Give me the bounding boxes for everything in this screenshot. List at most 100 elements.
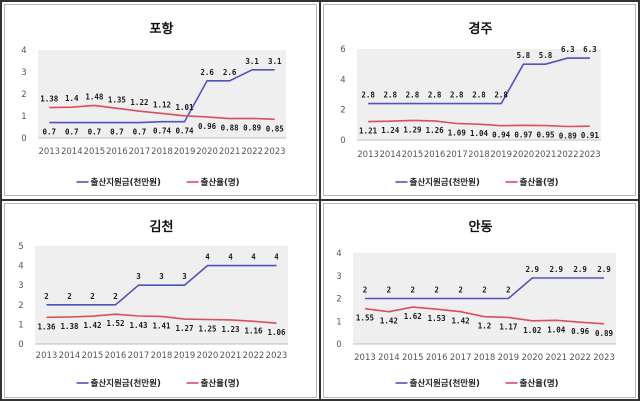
legend-birth-rate-label: 출산율(명) [201,177,240,188]
data-label: 2.6 [223,68,237,77]
data-label: 1.43 [129,321,148,330]
y-tick-label: 3 [18,281,23,291]
data-label: 2.9 [573,265,587,274]
x-tick-label: 2016 [106,147,128,157]
chart-gimcheon: 김천 0 1 2 3 4 5 2013 2014 2015 2016 2017 2018 2019 2020… [18,220,288,389]
x-tick-label: 2023 [593,353,615,363]
data-label: 0.89 [559,132,578,141]
data-label: 0.96 [198,122,217,131]
legend-subsidy-label: 출산지원금(천만원) [410,378,480,389]
data-label: 1.02 [523,326,541,335]
data-label: 3 [136,272,141,281]
data-label: 1.23 [221,325,240,334]
data-label: 1.36 [37,322,56,331]
y-tick-label: 1 [18,320,23,330]
data-label: 0.7 [42,128,56,137]
x-tick-label: 2017 [450,353,472,363]
data-label: 4 [274,253,279,262]
x-tick-label: 2017 [129,147,151,157]
subsidy-line [46,264,277,306]
data-label: 4 [205,253,210,262]
data-label: 2.8 [406,91,420,100]
x-tick-label: 2017 [128,351,150,361]
x-tick-label: 2020 [513,150,535,160]
data-label: 1.26 [426,126,445,135]
data-label: 1.4 [65,94,79,103]
x-tick-label: 2022 [241,147,263,157]
data-label: 2 [387,286,392,295]
legend-birth-rate-label: 출산율(명) [520,378,559,389]
data-label: 2 [411,286,416,295]
data-label: 0.96 [571,327,590,336]
data-label: 0.89 [243,123,262,132]
birth-rate-line [364,306,605,325]
data-label: 1.17 [499,322,517,331]
data-label: 2 [434,286,439,295]
subsidy-line [365,277,604,300]
chart-title: 김천 [150,220,174,235]
data-label: 6.3 [561,45,575,54]
data-label: 1.22 [130,98,148,107]
data-label: 5.8 [517,51,531,60]
data-label: 2.9 [526,265,540,274]
x-tick-label: 2020 [196,147,218,157]
x-tick-label: 2015 [84,147,106,157]
x-tick-label: 2022 [569,353,591,363]
chart-title: 포항 [150,21,174,37]
data-label: 1.01 [176,103,195,112]
y-tick-label: 3 [336,272,341,282]
data-label: 2 [363,286,368,295]
x-tick-label: 2015 [402,353,424,363]
birth-rate-line [49,104,275,121]
x-tick-label: 2016 [424,150,446,160]
data-label: 2 [482,286,487,295]
x-tick-label: 2013 [36,351,58,361]
divider-horizontal [0,199,640,201]
y-tick-label: 4 [21,46,26,56]
x-tick-label: 2016 [105,351,127,361]
data-label: 0.91 [581,131,600,140]
data-label: 1.52 [106,319,124,328]
y-tick-label: 0 [21,134,26,144]
data-label: 1.09 [448,128,467,137]
data-label: 1.42 [380,317,398,326]
y-tick-label: 2 [336,295,341,305]
data-label: 0.94 [492,131,511,140]
data-label: 1.42 [452,317,470,326]
data-label: 2.8 [494,91,508,100]
data-label: 6.3 [583,45,597,54]
data-label: 0.85 [266,124,284,133]
y-tick-label: 4 [336,249,341,259]
x-tick-label: 2022 [243,351,265,361]
data-label: 1.38 [60,322,79,331]
data-label: 2 [113,292,118,301]
legend-birth-rate-label: 출산율(명) [201,378,240,389]
x-tick-label: 2014 [59,351,81,361]
x-tick-label: 2015 [402,150,424,160]
chart-title: 안동 [469,219,493,235]
data-label: 1.27 [175,324,193,333]
data-label: 0.97 [514,130,532,139]
x-tick-label: 2018 [474,353,496,363]
data-label: 2.6 [200,68,214,77]
y-tick-label: 4 [340,75,345,85]
birth-rate-line [368,119,590,128]
data-label: 2.8 [361,91,375,100]
data-label: 3 [182,272,187,281]
data-label: 1.04 [547,325,566,334]
data-label: 2 [44,292,49,301]
y-tick-label: 2 [18,301,23,311]
data-label: 3.1 [245,57,259,66]
legend-subsidy-label: 출산지원금(천만원) [410,177,480,188]
x-tick-label: 2018 [151,147,173,157]
chart-title: 경주 [469,21,493,37]
data-label: 2.8 [450,91,464,100]
frame-left [0,0,2,401]
x-tick-label: 2017 [446,150,468,160]
y-tick-label: 0 [336,340,341,350]
y-tick-label: 1 [336,317,341,327]
chart-panel-gimcheon: 김천 0 1 2 3 4 5 2013 2014 2015 2016 2017 2018 2019 2020… [4,203,317,398]
data-label: 1.48 [85,92,104,101]
y-tick-label: 4 [18,262,23,272]
y-tick-label: 1 [21,112,26,122]
